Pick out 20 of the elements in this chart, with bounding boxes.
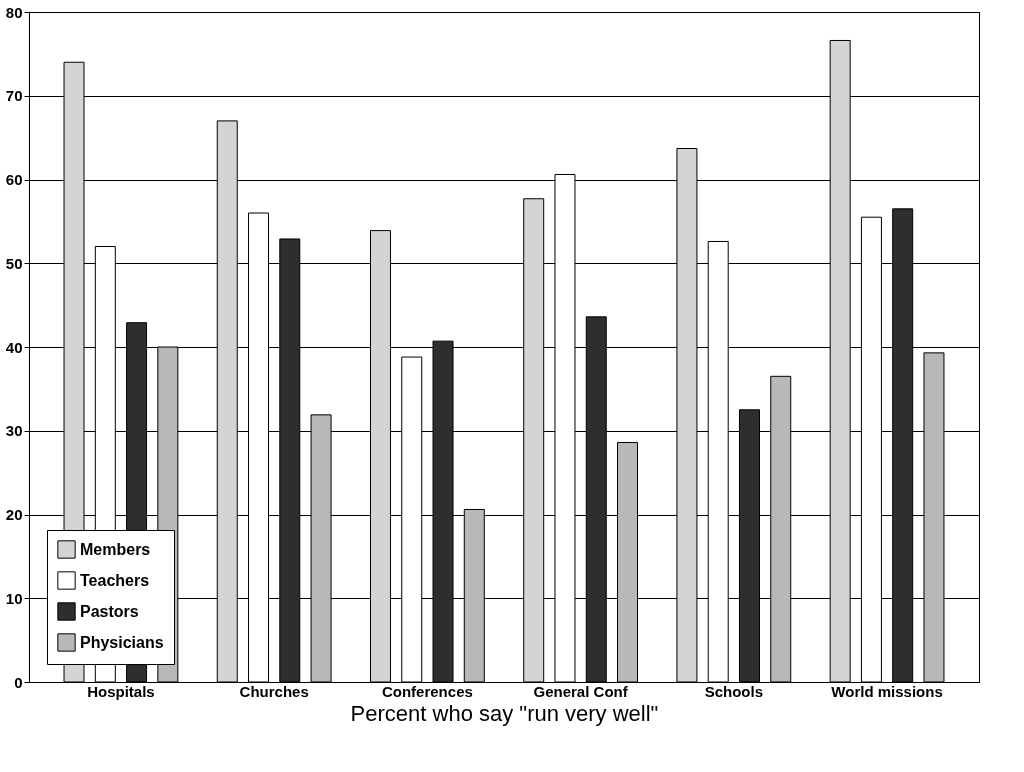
x-tick-label: Conferences xyxy=(381,682,473,700)
y-tick-label: 20 xyxy=(5,506,23,523)
y-tick-label: 50 xyxy=(5,254,23,272)
y-tick-label: 70 xyxy=(5,87,23,105)
x-tick-label: Schools xyxy=(704,682,764,700)
legend-label: Teachers xyxy=(80,571,150,589)
x-tick-label: World missions xyxy=(831,682,943,700)
x-tick-label: Churches xyxy=(239,682,309,700)
legend-label: Members xyxy=(80,540,151,558)
x-tick-label: General Conf xyxy=(533,682,629,700)
y-tick-label: 40 xyxy=(5,338,23,356)
y-tick-label: 60 xyxy=(5,171,23,188)
x-tick-label: Hospitals xyxy=(87,682,155,700)
legend-label: Pastors xyxy=(80,602,139,620)
y-tick-label: 0 xyxy=(14,673,23,691)
x-axis-title: Percent who say "run very well" xyxy=(350,700,659,726)
legend-label: Physicians xyxy=(80,633,164,651)
y-tick-label: 10 xyxy=(5,589,23,607)
y-tick-label: 80 xyxy=(5,3,23,21)
y-tick-label: 30 xyxy=(5,422,23,440)
